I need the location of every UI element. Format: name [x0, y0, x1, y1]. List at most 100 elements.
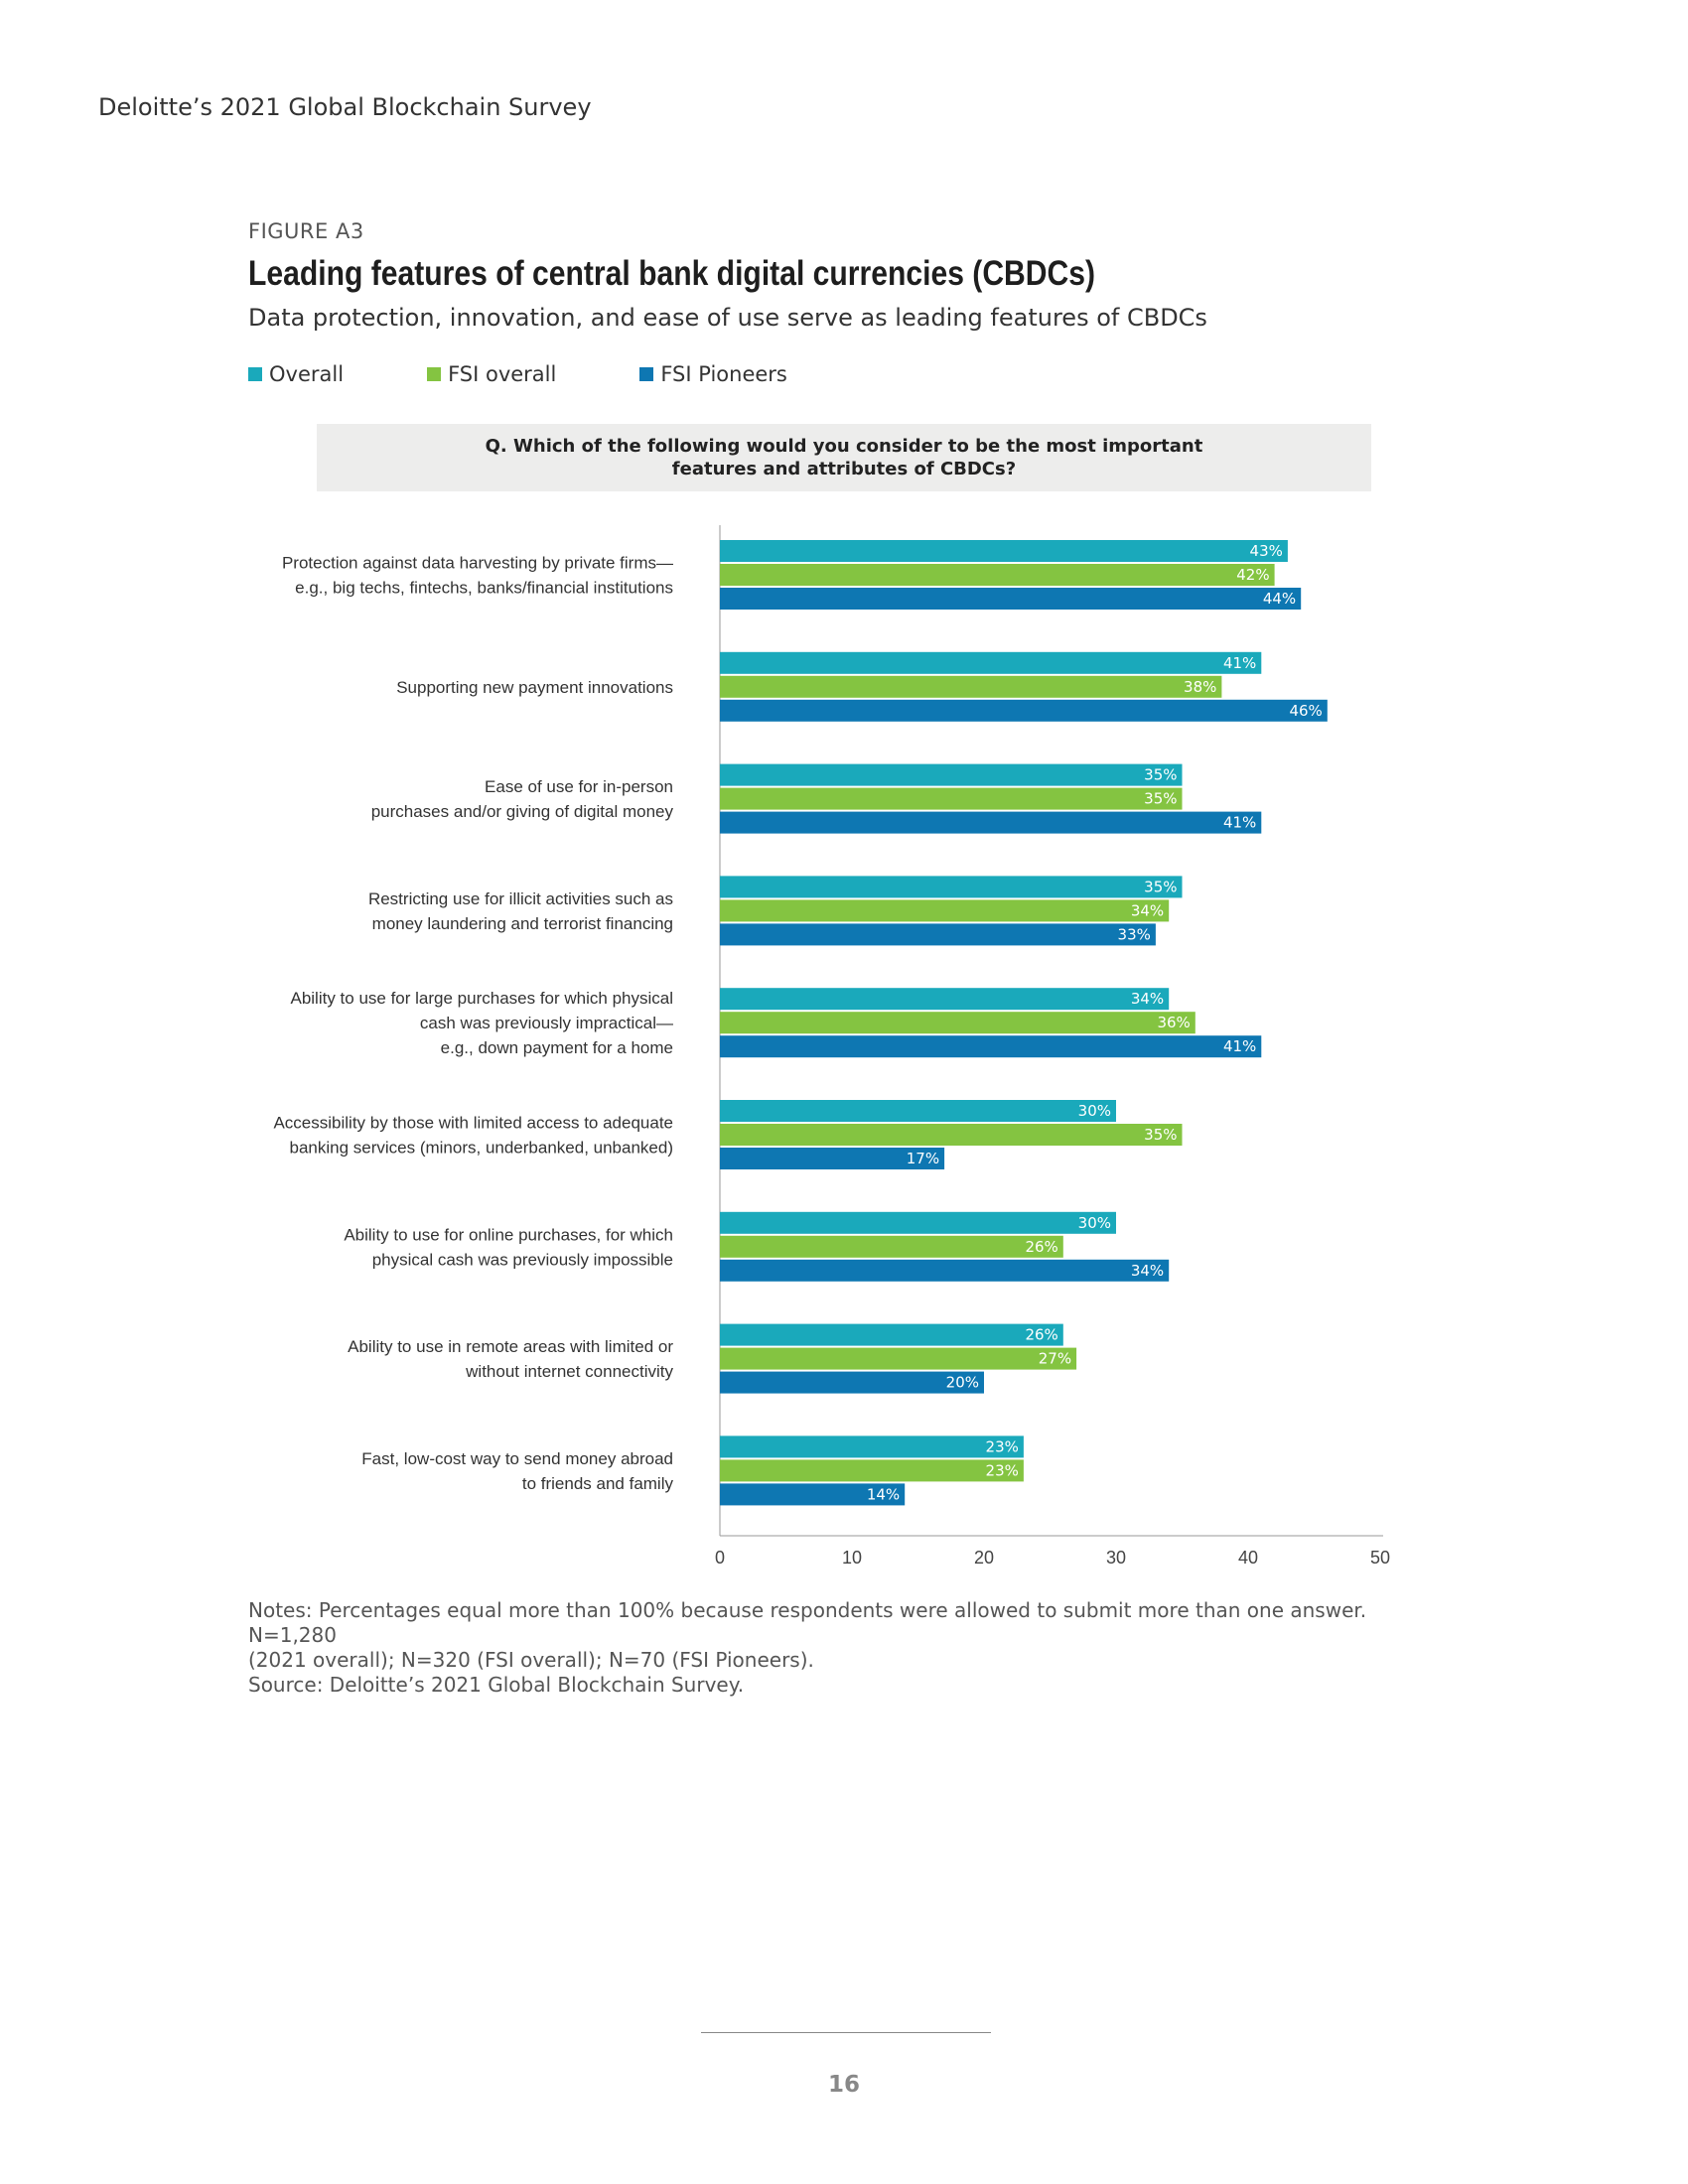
category-label: Ability to use in remote areas with limi… [348, 1337, 673, 1356]
legend-swatch-fsi-overall [427, 367, 442, 381]
legend-label-overall: Overall [269, 362, 345, 386]
bar [720, 811, 1262, 834]
bar-value-label: 30% [1078, 1214, 1111, 1232]
x-tick-label: 20 [974, 1548, 994, 1568]
page-number: 16 [827, 2072, 860, 2098]
legend-swatch-overall [248, 367, 262, 381]
category-label: to friends and family [522, 1474, 674, 1493]
bar-value-label: 35% [1144, 878, 1177, 895]
running-head: Deloitte’s 2021 Global Blockchain Survey [98, 93, 592, 121]
bar-value-label: 23% [986, 1461, 1019, 1479]
bar [720, 763, 1183, 786]
bar-value-label: 35% [1144, 1126, 1177, 1144]
bar-value-label: 36% [1157, 1014, 1190, 1031]
bar [720, 1259, 1170, 1282]
bar-value-label: 41% [1223, 1037, 1256, 1055]
bar [720, 675, 1222, 698]
bar-value-label: 43% [1250, 542, 1283, 560]
x-tick-label: 50 [1370, 1548, 1390, 1568]
category-label: e.g., big techs, fintechs, banks/financi… [295, 579, 673, 598]
bar-value-label: 34% [1131, 1262, 1164, 1280]
bar [720, 787, 1183, 810]
category-label: Restricting use for illicit activities s… [368, 889, 673, 908]
bar [720, 899, 1170, 922]
category-label: without internet connectivity [465, 1362, 673, 1381]
x-tick-label: 30 [1106, 1548, 1126, 1568]
bar [720, 1347, 1077, 1370]
bar-value-label: 46% [1289, 702, 1322, 720]
category-label: Ability to use for large purchases for w… [290, 989, 673, 1008]
figure-label: FIGURE A3 [248, 219, 364, 243]
bar-value-label: 38% [1184, 678, 1216, 696]
category-label: Protection against data harvesting by pr… [282, 554, 673, 573]
bar [720, 923, 1156, 946]
bar [720, 1235, 1063, 1258]
category-label: Ease of use for in-person [485, 777, 673, 796]
bar-value-label: 17% [907, 1150, 939, 1167]
bar-value-label: 33% [1118, 925, 1151, 943]
legend-item-fsi-overall: FSI overall [427, 362, 556, 386]
bar [720, 1323, 1063, 1346]
category-label: cash was previously impractical— [420, 1014, 673, 1032]
bar-value-label: 26% [1025, 1238, 1057, 1256]
bar [720, 588, 1302, 610]
bar [720, 1124, 1183, 1146]
bar [720, 1035, 1262, 1058]
category-label: e.g., down payment for a home [441, 1038, 673, 1057]
bar-value-label: 34% [1131, 901, 1164, 919]
legend-label-fsi-overall: FSI overall [448, 362, 557, 386]
x-tick-label: 40 [1238, 1548, 1258, 1568]
figure-title: Leading features of central bank digital… [248, 254, 1096, 293]
category-label: Ability to use for online purchases, for… [344, 1225, 673, 1244]
bar-value-label: 14% [867, 1485, 900, 1503]
chart-legend: Overall FSI overall FSI Pioneers [248, 362, 871, 386]
bar [720, 651, 1262, 674]
x-tick-label: 0 [715, 1548, 725, 1568]
category-label: money laundering and terrorist financing [372, 914, 673, 933]
bar-chart: 0 10 20 30 40 50 43% 42% 44% Protection against d… [273, 525, 1390, 1568]
bar-value-label: 27% [1039, 1350, 1071, 1368]
bar-value-label: 35% [1144, 790, 1177, 808]
survey-question-line-1: Q. Which of the following would you cons… [485, 436, 1203, 457]
notes-line-2: (2021 overall); N=320 (FSI overall); N=7… [248, 1648, 814, 1672]
footer-rule [701, 2032, 991, 2033]
bar-value-label: 26% [1025, 1326, 1057, 1344]
bar-value-label: 41% [1223, 814, 1256, 832]
category-label: purchases and/or giving of digital money [371, 802, 674, 821]
legend-item-fsi-pioneers: FSI Pioneers [639, 362, 787, 386]
category-label: physical cash was previously impossible [372, 1250, 673, 1269]
figure-subtitle: Data protection, innovation, and ease of… [248, 304, 1207, 332]
bar-value-label: 42% [1236, 566, 1269, 584]
source-line: Source: Deloitte’s 2021 Global Blockchai… [248, 1673, 745, 1697]
survey-question-line-2: features and attributes of CBDCs? [671, 459, 1017, 479]
legend-item-overall: Overall [248, 362, 344, 386]
bar-value-label: 44% [1263, 590, 1296, 608]
bar [720, 1211, 1116, 1234]
bar [720, 1459, 1024, 1482]
bar-value-label: 35% [1144, 766, 1177, 784]
category-label: banking services (minors, underbanked, u… [289, 1139, 673, 1158]
bar [720, 1435, 1024, 1458]
category-label: Fast, low-cost way to send money abroad [361, 1449, 673, 1468]
category-label: Supporting new payment innovations [396, 678, 673, 697]
bar [720, 1148, 945, 1169]
legend-swatch-fsi-pioneers [639, 367, 654, 381]
category-label: Accessibility by those with limited acce… [273, 1114, 673, 1133]
bar [720, 699, 1328, 722]
bar-value-label: 34% [1131, 990, 1164, 1008]
figure-notes: Notes: Percentages equal more than 100% … [248, 1598, 1440, 1698]
bar [720, 564, 1275, 586]
bar [720, 1100, 1116, 1122]
bar [720, 1483, 906, 1506]
bar [720, 988, 1170, 1011]
bar [720, 1371, 984, 1394]
survey-question: Q. Which of the following would you cons… [317, 424, 1371, 491]
bar-value-label: 23% [986, 1437, 1019, 1455]
notes-line-1: Notes: Percentages equal more than 100% … [248, 1598, 1367, 1647]
bar-value-label: 20% [946, 1374, 979, 1392]
bar [720, 1012, 1196, 1034]
bar-value-label: 30% [1078, 1102, 1111, 1120]
x-tick-label: 10 [842, 1548, 862, 1568]
bar-value-label: 41% [1223, 654, 1256, 672]
bar [720, 876, 1183, 898]
